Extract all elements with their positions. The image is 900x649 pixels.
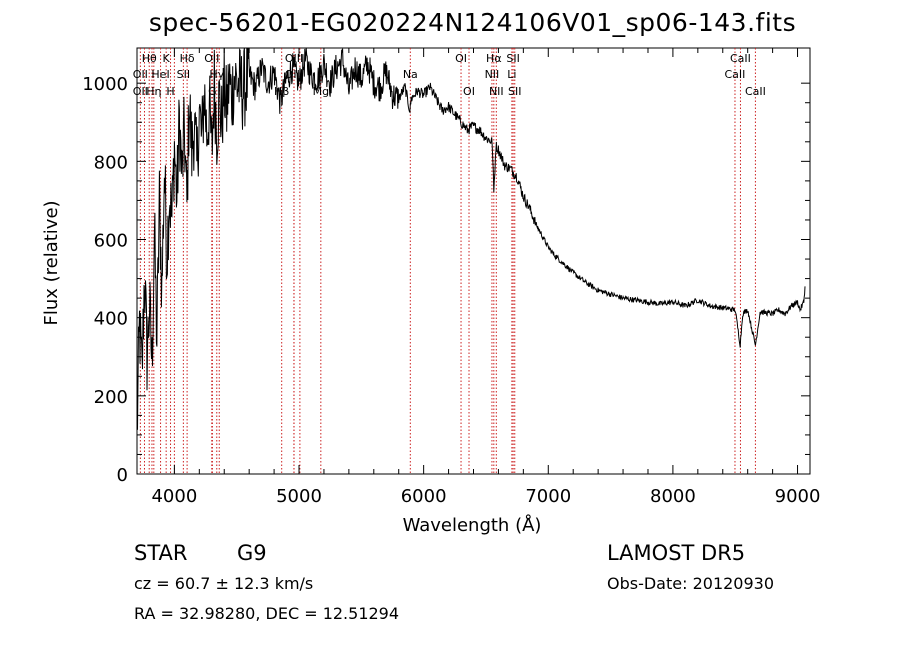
- spectral-line-label: SII: [177, 68, 190, 81]
- spectral-line-label: Hθ: [142, 52, 157, 65]
- spectral-line-label: K: [163, 52, 171, 65]
- spectrum-line: [136, 47, 806, 430]
- x-tick-label: 4000: [151, 486, 197, 507]
- spectral-line-label: OI: [455, 52, 467, 65]
- ra-dec-coordinates: RA = 32.98280, DEC = 12.51294: [134, 604, 400, 623]
- spectral-line-label: NII: [489, 85, 504, 98]
- spectral-line-label: OIII: [285, 52, 303, 65]
- spectral-line-label: CaII: [745, 85, 766, 98]
- plot-frame: [136, 47, 811, 475]
- spectral-line-label: SII: [506, 52, 519, 65]
- y-tick-label: 600: [94, 231, 128, 252]
- y-tick-label: 400: [94, 309, 128, 330]
- chart-title: spec-56201-EG020224N124106V01_sp06-143.f…: [148, 8, 797, 37]
- line-marker-group: [139, 48, 756, 474]
- y-axis-label: Flux (relative): [41, 200, 62, 325]
- y-tick-label: 0: [117, 465, 128, 486]
- spectral-line-label: SII: [508, 85, 521, 98]
- spectral-line-label: Hη: [146, 85, 161, 98]
- spectral-line-label: OII: [204, 52, 219, 65]
- spectral-line-label: Na: [403, 68, 418, 81]
- spectral-line-label: OII: [133, 85, 148, 98]
- spectral-line-label: CaII: [730, 52, 751, 65]
- observation-date: Obs-Date: 20120930: [607, 574, 775, 593]
- spectral-line-label: CaII: [725, 68, 746, 81]
- spectral-line-label: NII: [485, 68, 500, 81]
- spectral-line-label: Hα: [486, 52, 502, 65]
- spectral-line-label: HeI: [151, 68, 169, 81]
- object-class: STAR: [134, 541, 188, 565]
- x-tick-label: 9000: [775, 486, 821, 507]
- y-tick-label: 200: [94, 387, 128, 408]
- redshift-cz: cz = 60.7 ± 12.3 km/s: [134, 574, 314, 593]
- spectral-line-label: OI: [463, 85, 475, 98]
- x-tick-label: 7000: [525, 486, 571, 507]
- spectral-line-label: Hβ: [274, 85, 289, 98]
- x-tick-label: 5000: [276, 486, 322, 507]
- spectral-line-label: OIII: [285, 68, 303, 81]
- x-axis-label: Wavelength (Å): [403, 514, 542, 536]
- spectral-line-label: Li: [507, 68, 516, 81]
- spectral-line-label: G: [208, 85, 217, 98]
- spectral-line-label: Hδ: [180, 52, 195, 65]
- y-tick-label: 1000: [82, 74, 128, 95]
- x-tick-label: 6000: [401, 486, 447, 507]
- spectral-line-label: OII: [133, 68, 148, 81]
- spectral-line-label: H: [166, 85, 174, 98]
- object-subclass: G9: [237, 541, 267, 565]
- x-tick-label: 8000: [650, 486, 696, 507]
- spectral-line-label: Mg: [313, 85, 329, 98]
- y-tick-label: 800: [94, 152, 128, 173]
- axis-ticks: [137, 48, 810, 475]
- spectral-line-label: Hγ: [209, 68, 224, 81]
- tick-labels: 4000 5000 6000 7000 8000 9000 0 200 400 600 800 100…: [82, 74, 820, 507]
- survey-name: LAMOST DR5: [607, 541, 746, 565]
